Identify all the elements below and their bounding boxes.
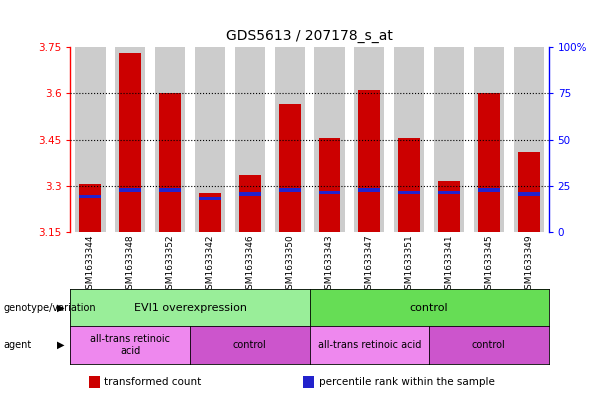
Bar (235, 47, 265, 232)
Bar (275, 47, 305, 232)
Bar (514, 47, 544, 232)
Bar (518, 193, 539, 196)
Bar (434, 47, 464, 232)
Text: control: control (472, 340, 506, 350)
Bar (398, 138, 420, 232)
Bar (478, 189, 500, 192)
Text: all-trans retinoic
acid: all-trans retinoic acid (90, 334, 170, 356)
Bar (398, 191, 420, 194)
Bar (478, 93, 500, 232)
Text: all-trans retinoic acid: all-trans retinoic acid (318, 340, 421, 350)
Bar (159, 189, 181, 192)
Text: control: control (233, 340, 267, 350)
Bar (239, 175, 261, 232)
Bar (354, 47, 384, 232)
Bar (239, 193, 261, 196)
Bar (195, 47, 225, 232)
Bar (75, 47, 105, 232)
Bar (319, 191, 340, 194)
Bar (120, 53, 141, 232)
Text: percentile rank within the sample: percentile rank within the sample (319, 377, 495, 387)
Bar (314, 47, 345, 232)
Bar (319, 138, 340, 232)
Title: GDS5613 / 207178_s_at: GDS5613 / 207178_s_at (226, 29, 393, 43)
Text: control: control (409, 303, 449, 312)
Text: ▶: ▶ (57, 303, 64, 312)
Text: ▶: ▶ (57, 340, 64, 350)
Bar (474, 47, 504, 232)
Bar (359, 189, 380, 192)
Bar (438, 181, 460, 232)
Bar (199, 197, 221, 200)
Bar (199, 193, 221, 232)
Bar (115, 47, 145, 232)
Bar (80, 195, 101, 198)
Text: EVI1 overexpression: EVI1 overexpression (134, 303, 246, 312)
Bar (438, 191, 460, 194)
Bar (279, 104, 300, 232)
Bar (518, 152, 539, 232)
Bar (279, 189, 300, 192)
Text: genotype/variation: genotype/variation (3, 303, 96, 312)
Bar (155, 47, 185, 232)
Text: agent: agent (3, 340, 31, 350)
Bar (359, 90, 380, 232)
Text: transformed count: transformed count (104, 377, 202, 387)
Bar (159, 93, 181, 232)
Bar (394, 47, 424, 232)
Bar (120, 189, 141, 192)
Bar (80, 184, 101, 232)
